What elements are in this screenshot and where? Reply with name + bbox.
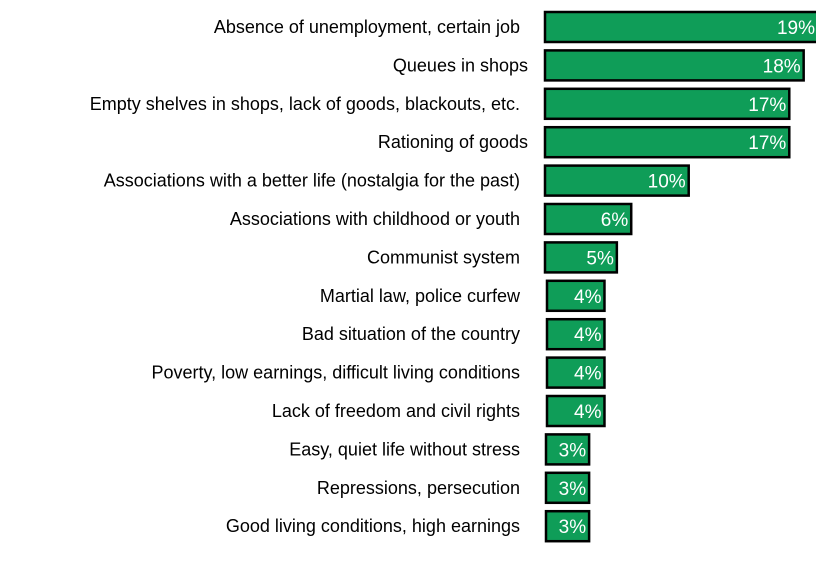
value-label: 3% bbox=[559, 479, 587, 500]
bar bbox=[545, 356, 606, 389]
bar-row: Poverty, low earnings, difficult living … bbox=[151, 356, 606, 389]
bar bbox=[545, 317, 606, 351]
category-label: Easy, quiet life without stress bbox=[289, 439, 520, 459]
bar bbox=[543, 125, 791, 159]
bars-layer: Absence of unemployment, certain job 19% Q… bbox=[90, 10, 816, 543]
value-label: 10% bbox=[648, 172, 686, 193]
bar-row: Bad situation of the country 4% bbox=[302, 317, 606, 351]
value-label: 5% bbox=[586, 248, 614, 269]
bar bbox=[544, 433, 591, 466]
category-label: Communist system bbox=[367, 247, 520, 267]
value-label: 3% bbox=[559, 517, 587, 538]
value-label: 17% bbox=[748, 95, 786, 116]
category-label: Absence of unemployment, certain job bbox=[214, 17, 520, 37]
bar-row: Good living conditions, high earnings 3% bbox=[226, 509, 591, 543]
category-label: Queues in shops bbox=[393, 55, 528, 75]
bar-row: Queues in shops 18% bbox=[393, 49, 805, 82]
category-label: Empty shelves in shops, lack of goods, b… bbox=[90, 94, 520, 114]
value-label: 19% bbox=[777, 18, 815, 39]
bar-row: Associations with childhood or youth 6% bbox=[230, 202, 633, 236]
bar bbox=[543, 10, 816, 44]
bar-row: Empty shelves in shops, lack of goods, b… bbox=[90, 87, 791, 121]
bar-row: Rationing of goods 17% bbox=[378, 125, 791, 159]
value-label: 4% bbox=[574, 287, 602, 308]
bar-row: Martial law, police curfew 4% bbox=[320, 279, 606, 313]
bar bbox=[543, 87, 791, 121]
category-label: Bad situation of the country bbox=[302, 324, 520, 344]
bar-row: Lack of freedom and civil rights 4% bbox=[272, 394, 606, 428]
value-label: 4% bbox=[574, 402, 602, 423]
bar bbox=[543, 202, 633, 236]
bar bbox=[545, 279, 606, 313]
category-label: Associations with childhood or youth bbox=[230, 209, 520, 229]
category-label: Good living conditions, high earnings bbox=[226, 516, 520, 536]
bar bbox=[545, 394, 606, 428]
category-label: Poverty, low earnings, difficult living … bbox=[151, 363, 520, 383]
value-label: 18% bbox=[763, 56, 801, 77]
bar-row: Repressions, persecution 3% bbox=[317, 471, 591, 505]
bar bbox=[543, 164, 690, 197]
value-label: 17% bbox=[748, 133, 786, 154]
bar-row: Communist system 5% bbox=[367, 241, 619, 274]
value-label: 3% bbox=[559, 440, 587, 461]
bar-row: Associations with a better life (nostalg… bbox=[104, 164, 690, 197]
bar bbox=[543, 241, 619, 274]
bar bbox=[544, 471, 591, 505]
bar bbox=[543, 49, 805, 82]
bar bbox=[544, 509, 591, 543]
category-label: Rationing of goods bbox=[378, 132, 528, 152]
category-label: Repressions, persecution bbox=[317, 478, 520, 498]
category-label: Martial law, police curfew bbox=[320, 286, 521, 306]
bar-row: Absence of unemployment, certain job 19% bbox=[214, 10, 816, 44]
value-label: 4% bbox=[574, 325, 602, 346]
category-label: Lack of freedom and civil rights bbox=[272, 401, 520, 421]
value-label: 4% bbox=[574, 364, 602, 385]
category-label: Associations with a better life (nostalg… bbox=[104, 171, 520, 191]
value-label: 6% bbox=[601, 210, 629, 231]
bar-row: Easy, quiet life without stress 3% bbox=[289, 433, 591, 466]
